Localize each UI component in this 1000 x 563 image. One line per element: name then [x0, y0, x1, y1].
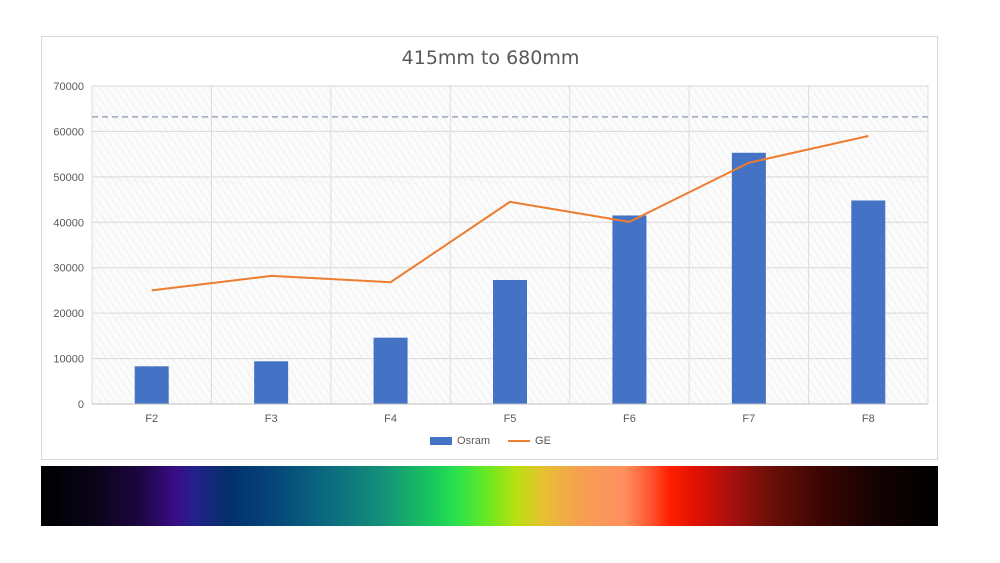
bar-osram [493, 279, 527, 404]
bar-osram [731, 152, 766, 404]
x-tick-label: F2 [145, 413, 158, 425]
bar-osram [254, 361, 289, 404]
x-tick-label: F7 [742, 413, 755, 425]
y-tick-label: 40000 [53, 217, 84, 229]
plot-area: 0 10000 20000 30000 40000 50000 60000 70000 F2 F3… [53, 81, 929, 425]
legend-label-ge: GE [535, 435, 551, 447]
bar-osram [134, 366, 169, 404]
bar-osram [373, 337, 408, 404]
x-tick-label: F5 [504, 413, 517, 425]
bar-osram [851, 200, 886, 404]
legend-item-ge: GE [508, 435, 551, 447]
y-tick-label: 0 [78, 399, 84, 411]
x-tick-label: F6 [623, 413, 636, 425]
chart-frame: 415mm to 680mm 0 10000 20000 30000 40000 5000… [41, 36, 938, 460]
chart-title: 415mm to 680mm [401, 47, 580, 69]
y-tick-label: 30000 [53, 263, 84, 275]
y-tick-label: 20000 [53, 308, 84, 320]
y-tick-label: 60000 [53, 126, 84, 138]
x-tick-label: F3 [265, 413, 278, 425]
y-tick-label: 70000 [53, 81, 84, 93]
legend-label-osram: Osram [457, 435, 491, 447]
y-tick-label: 10000 [53, 354, 84, 366]
x-tick-label: F8 [862, 413, 875, 425]
legend-swatch-ge [508, 440, 531, 442]
bar-osram [612, 215, 647, 404]
y-tick-label: 50000 [53, 172, 84, 184]
spectrum-strip [41, 466, 938, 526]
legend: Osram GE [42, 435, 939, 447]
legend-item-osram: Osram [430, 435, 490, 447]
x-tick-label: F4 [384, 413, 397, 425]
legend-swatch-osram [430, 437, 453, 445]
